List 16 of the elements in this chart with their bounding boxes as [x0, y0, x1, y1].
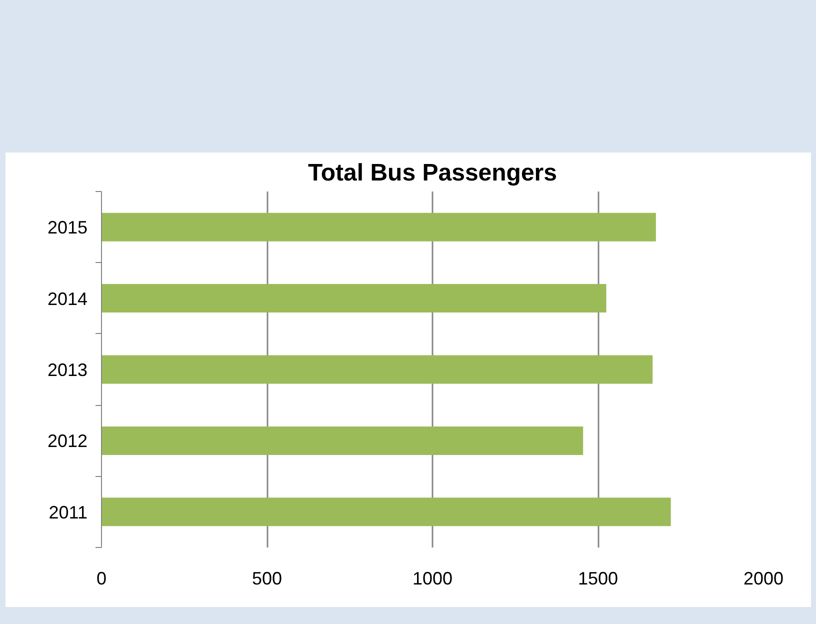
bar: [102, 355, 653, 384]
x-tick-label: 500: [252, 568, 282, 588]
bar: [102, 498, 671, 526]
y-tick-label: 2011: [48, 502, 88, 522]
bar: [102, 426, 584, 455]
x-tick-label: 2000: [743, 568, 784, 588]
bar: [102, 284, 606, 313]
x-tick-label: 0: [96, 568, 107, 588]
y-tick-label: 2015: [47, 218, 88, 238]
x-tick-label: 1500: [578, 568, 618, 588]
x-tick-label: 1000: [412, 568, 453, 588]
bar: [102, 212, 656, 242]
chart-title: Total Bus Passengers: [308, 160, 557, 186]
y-tick-label: 2013: [47, 360, 88, 380]
y-tick-label: 2014: [47, 288, 88, 309]
y-tick-label: 2012: [47, 431, 88, 452]
